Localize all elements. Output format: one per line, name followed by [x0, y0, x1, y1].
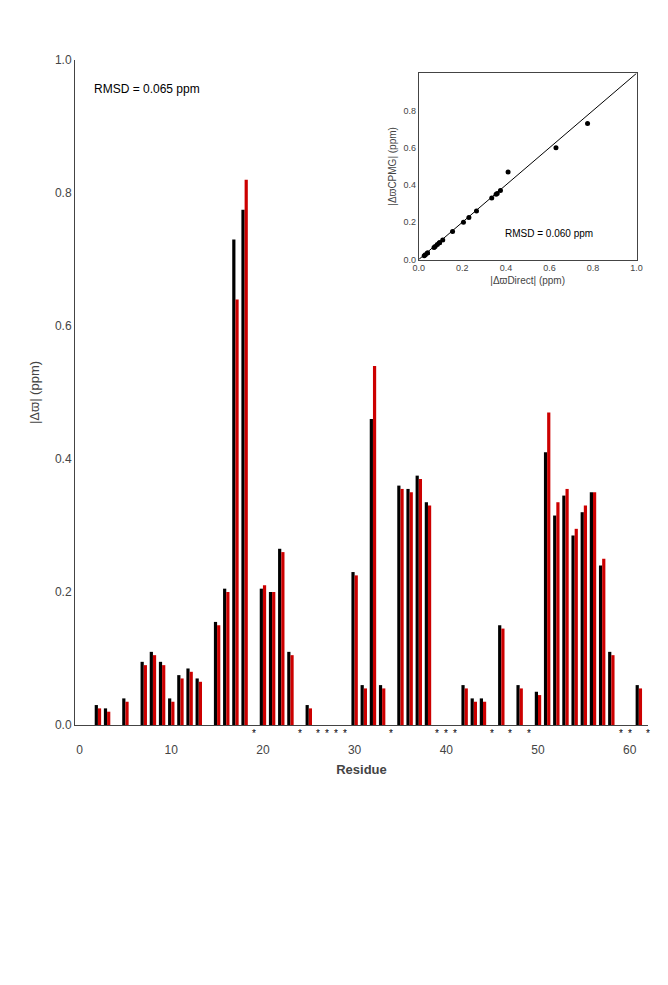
svg-text:*: * — [389, 728, 393, 739]
svg-text:1.0: 1.0 — [630, 263, 643, 273]
svg-text:*: * — [444, 728, 448, 739]
svg-text:0.6: 0.6 — [543, 263, 556, 273]
svg-text:0.6: 0.6 — [403, 143, 416, 153]
svg-text:*: * — [619, 728, 623, 739]
svg-text:0.0: 0.0 — [413, 263, 426, 273]
svg-text:*: * — [628, 728, 632, 739]
svg-text:0.6: 0.6 — [55, 319, 72, 333]
svg-text:*: * — [298, 728, 302, 739]
svg-text:0.0: 0.0 — [55, 718, 72, 732]
svg-text:0.8: 0.8 — [55, 186, 72, 200]
svg-text:1.0: 1.0 — [55, 53, 72, 67]
svg-text:*: * — [325, 728, 329, 739]
svg-text:0.2: 0.2 — [456, 263, 469, 273]
svg-text:60: 60 — [623, 743, 637, 757]
svg-text:0.2: 0.2 — [403, 217, 416, 227]
svg-text:0.0: 0.0 — [403, 255, 416, 265]
svg-text:20: 20 — [256, 743, 270, 757]
svg-text:0.4: 0.4 — [500, 263, 513, 273]
svg-text:0: 0 — [76, 743, 83, 757]
svg-text:*: * — [343, 728, 347, 739]
svg-text:0.4: 0.4 — [55, 452, 72, 466]
svg-text:30: 30 — [348, 743, 362, 757]
svg-text:*: * — [490, 728, 494, 739]
svg-text:40: 40 — [440, 743, 454, 757]
svg-text:0.8: 0.8 — [587, 263, 600, 273]
svg-text:RMSD = 0.065 ppm: RMSD = 0.065 ppm — [94, 82, 200, 96]
svg-text:*: * — [435, 728, 439, 739]
svg-text:10: 10 — [165, 743, 179, 757]
svg-text:*: * — [527, 728, 531, 739]
svg-text:0.2: 0.2 — [55, 585, 72, 599]
svg-text:*: * — [252, 728, 256, 739]
svg-text:*: * — [508, 728, 512, 739]
svg-text:*: * — [316, 728, 320, 739]
svg-text:*: * — [453, 728, 457, 739]
svg-text:50: 50 — [531, 743, 545, 757]
svg-text:|ΔϖCPMG| (ppm): |ΔϖCPMG| (ppm) — [387, 127, 398, 206]
svg-text:*: * — [334, 728, 338, 739]
svg-text:|Δϖ| (ppm): |Δϖ| (ppm) — [27, 361, 42, 424]
svg-text:0.4: 0.4 — [403, 180, 416, 190]
svg-text:|ΔϖDirect| (ppm): |ΔϖDirect| (ppm) — [490, 275, 565, 286]
svg-text:*: * — [646, 728, 650, 739]
svg-text:0.8: 0.8 — [403, 106, 416, 116]
svg-text:RMSD = 0.060 ppm: RMSD = 0.060 ppm — [505, 228, 593, 239]
svg-text:Residue: Residue — [336, 762, 387, 777]
